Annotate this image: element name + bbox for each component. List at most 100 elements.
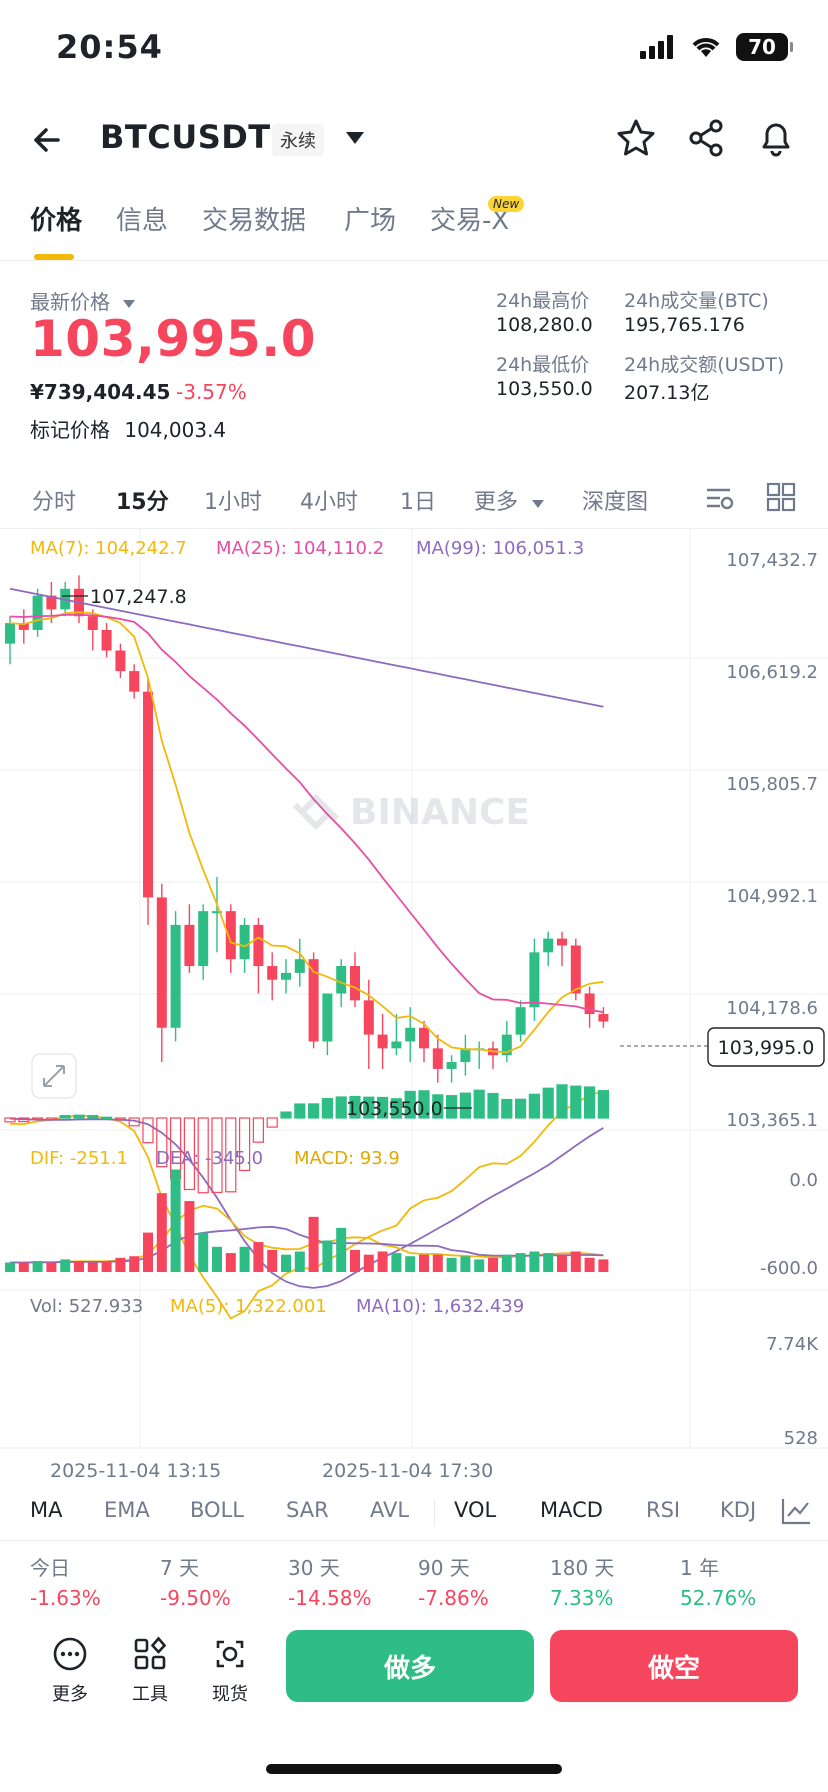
star-icon[interactable] [614, 116, 658, 160]
volume-bar [170, 1169, 181, 1272]
candle-body [432, 1048, 443, 1069]
macd-bar [583, 1086, 596, 1119]
perf-label: 7 天 [160, 1556, 200, 1580]
last-price-label[interactable]: 最新价格 [30, 286, 136, 315]
indicator-boll[interactable]: BOLL [190, 1498, 244, 1522]
candle-body [515, 1007, 526, 1035]
new-badge: New [488, 196, 525, 212]
candle-body [129, 671, 140, 692]
volume-bar [143, 1232, 153, 1272]
vol-btc-value: 195,765.176 [624, 314, 745, 336]
time-axis-label: 2025-11-04 17:30 [322, 1460, 494, 1482]
indicator-kdj[interactable]: KDJ [720, 1498, 757, 1522]
macd-bar [501, 1098, 513, 1119]
percent-change: -3.57% [176, 380, 247, 404]
candle-body [308, 959, 319, 1042]
interval-more-label: 更多 [474, 490, 519, 515]
interval-15m[interactable]: 15分 [116, 490, 169, 515]
macd-bar [335, 1096, 347, 1119]
candle-body [18, 623, 29, 630]
macd-legend: MACD: 93.9 [294, 1148, 400, 1169]
status-time: 20:54 [56, 28, 163, 66]
candle-body [405, 1027, 416, 1042]
indicator-vol[interactable]: VOL [454, 1498, 497, 1522]
perf-value: -9.50% [160, 1586, 231, 1610]
indicator-avl[interactable]: AVL [370, 1498, 410, 1522]
kline-chart[interactable]: 107,247.8 103,550.0 103,995.0 BINANCE [0, 528, 828, 1478]
candle-body [460, 1048, 471, 1063]
perf-label: 今日 [30, 1556, 70, 1580]
indicator-settings-icon[interactable] [704, 482, 736, 514]
indicator-sar[interactable]: SAR [286, 1498, 329, 1522]
volume-bar [308, 1216, 319, 1272]
candle-body [557, 938, 567, 946]
candle-body [267, 966, 278, 980]
short-button[interactable]: 做空 [550, 1630, 798, 1702]
price-axis-label: 104,992.1 [726, 886, 818, 907]
tab-trading-data[interactable]: 交易数据 [202, 206, 307, 236]
volume-bar [336, 1227, 347, 1272]
divider [0, 1540, 828, 1541]
indicator-ma[interactable]: MA [30, 1498, 63, 1522]
perf-value: -1.63% [30, 1586, 101, 1610]
interval-1h[interactable]: 1小时 [204, 490, 262, 515]
volume-bar [474, 1259, 485, 1272]
macd-bar [156, 1117, 168, 1168]
symbol-title[interactable]: BTCUSDT [100, 118, 271, 156]
more-button[interactable]: 更多 [42, 1636, 98, 1706]
tab-price[interactable]: 价格 [30, 206, 83, 236]
macd-bar [87, 1115, 99, 1119]
indicator-rsi[interactable]: RSI [646, 1498, 681, 1522]
caret-down-icon[interactable] [344, 130, 366, 146]
macd-bar [432, 1094, 444, 1119]
spot-button[interactable]: 现货 [202, 1636, 258, 1706]
interval-time-share[interactable]: 分时 [32, 490, 77, 515]
candle-body [391, 1041, 402, 1049]
bell-icon[interactable] [754, 116, 798, 160]
macd-bar [308, 1103, 320, 1119]
candle-body [212, 911, 222, 914]
grid-layout-icon[interactable] [766, 482, 796, 512]
perf-label: 90 天 [418, 1556, 470, 1580]
interval-4h[interactable]: 4小时 [300, 490, 358, 515]
interval-depth[interactable]: 深度图 [582, 490, 649, 515]
indicator-macd[interactable]: MACD [540, 1498, 603, 1522]
volume-bar [18, 1262, 29, 1272]
tools-button[interactable]: 工具 [122, 1636, 178, 1706]
long-button[interactable]: 做多 [286, 1630, 534, 1702]
indicator-ema[interactable]: EMA [104, 1498, 150, 1522]
dif-line [9, 1090, 604, 1320]
candle-body [363, 1000, 374, 1035]
chart-settings-icon[interactable] [780, 1496, 812, 1526]
macd-bar [473, 1089, 485, 1119]
candle-body [446, 1062, 457, 1069]
macd-bar [142, 1117, 154, 1144]
status-icons: 70 [640, 30, 793, 64]
perf-label: 30 天 [288, 1556, 340, 1580]
indicator-divider [434, 1500, 435, 1526]
interval-more[interactable]: 更多 [474, 484, 545, 516]
mark-price-value: 104,003.4 [124, 418, 227, 442]
volume-bar [529, 1251, 540, 1272]
volume-bar [32, 1260, 43, 1272]
volume-bar [129, 1256, 140, 1272]
cny-price: ¥739,404.45 [30, 380, 171, 404]
macd-bar [446, 1095, 458, 1119]
ma25-line [9, 613, 604, 1014]
candle-body [46, 595, 57, 610]
caret-down-icon [123, 300, 136, 308]
back-arrow-icon[interactable] [28, 118, 72, 162]
volume-bar [543, 1253, 554, 1272]
macd-bar [487, 1092, 499, 1119]
perf-label: 1 年 [680, 1556, 720, 1580]
volume-bar [460, 1256, 471, 1272]
tab-info[interactable]: 信息 [116, 206, 169, 236]
macd-bar [570, 1085, 582, 1119]
tab-square[interactable]: 广场 [344, 206, 397, 236]
interval-1d[interactable]: 1日 [400, 490, 436, 515]
perf-value: 7.33% [550, 1586, 614, 1610]
macd-bar [321, 1098, 333, 1119]
perf-value: 52.76% [680, 1586, 757, 1610]
macd-bar [73, 1114, 85, 1119]
share-icon[interactable] [684, 116, 728, 160]
